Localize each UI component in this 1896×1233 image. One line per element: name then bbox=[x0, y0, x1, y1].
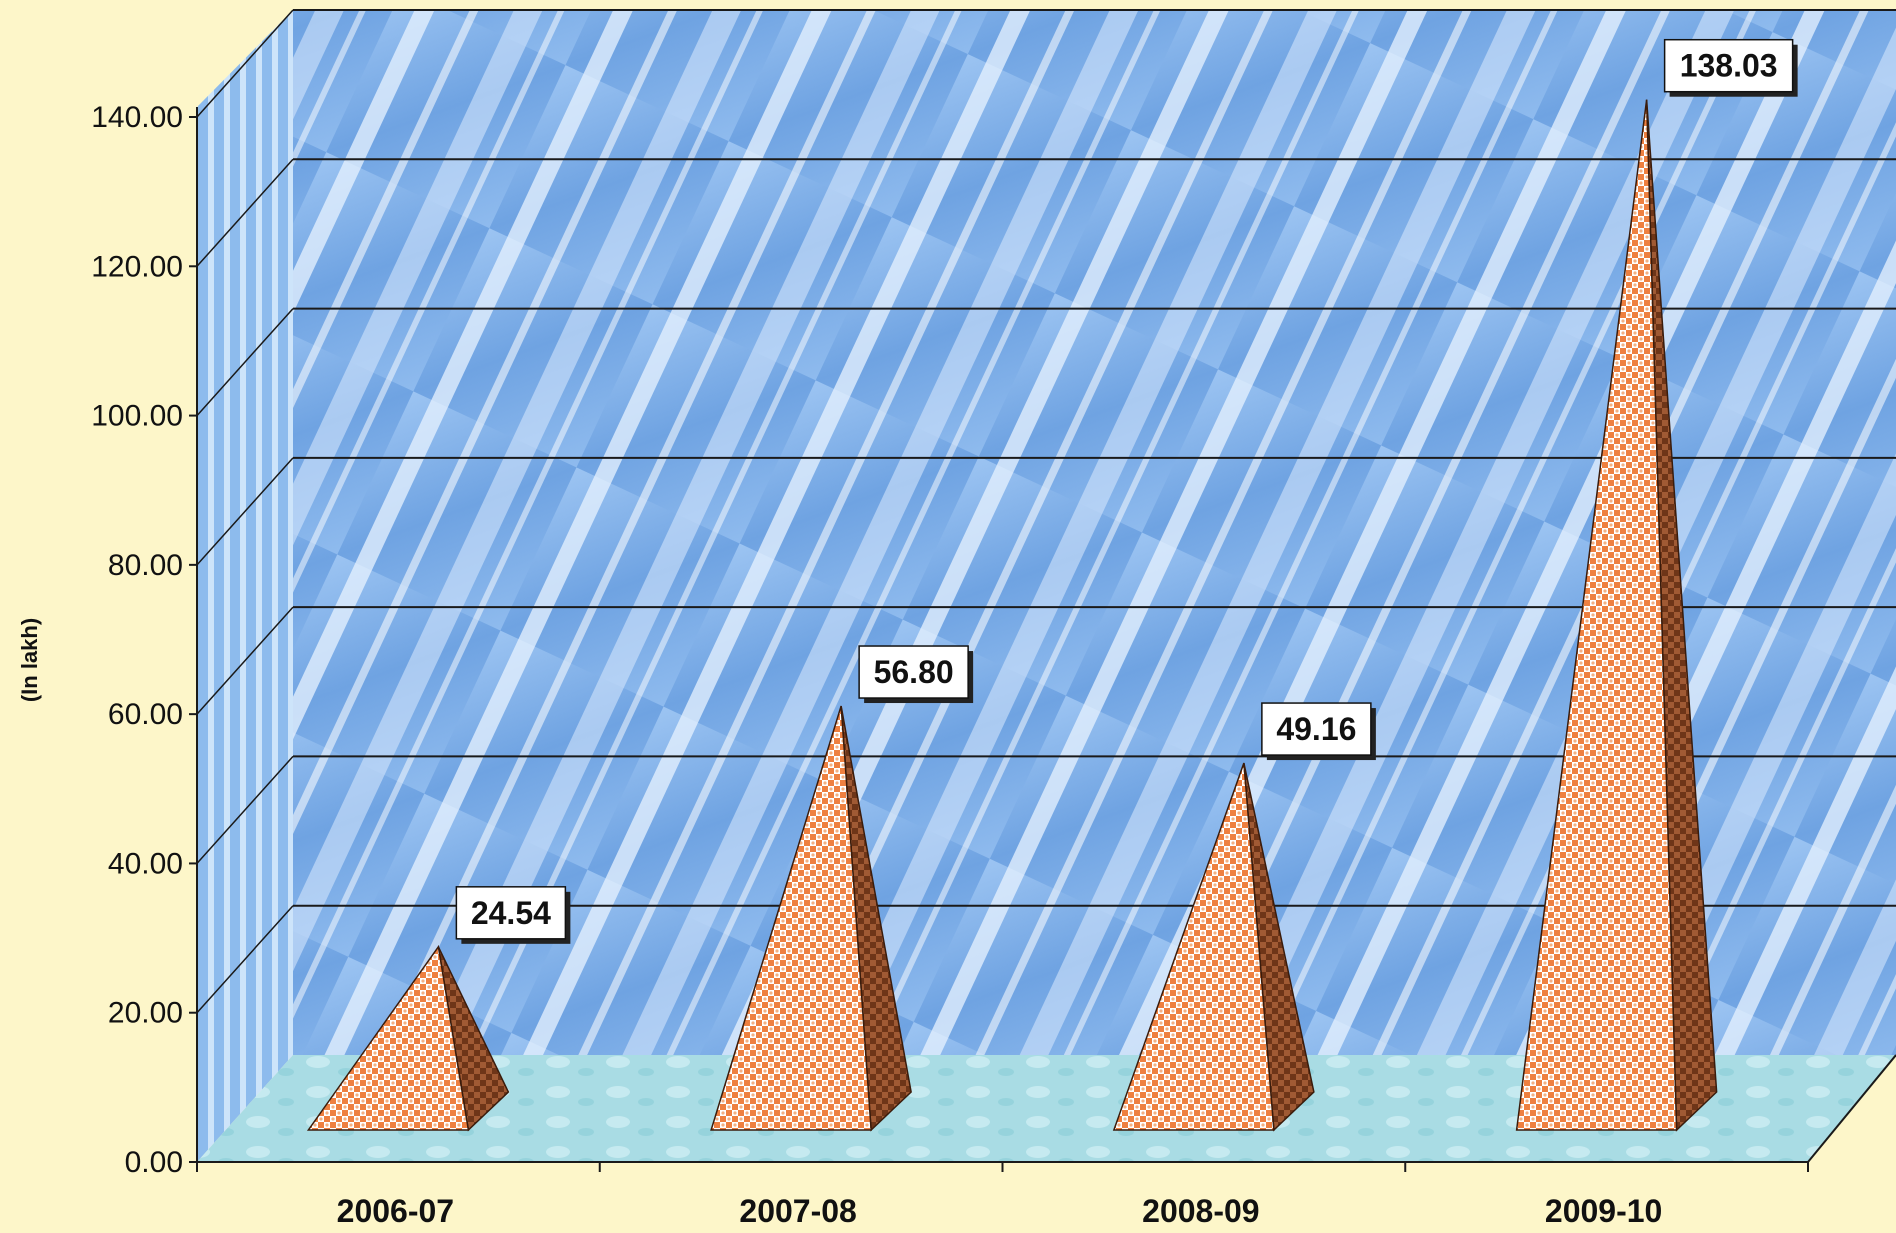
data-label-2007-08: 56.80 bbox=[858, 645, 974, 704]
x-tick-label: 2006-07 bbox=[337, 1193, 454, 1228]
data-label-text: 56.80 bbox=[874, 654, 954, 690]
pyramid-front-face bbox=[710, 705, 872, 1131]
data-label-2006-07: 24.54 bbox=[455, 886, 571, 944]
bar-2008-09 bbox=[1112, 762, 1315, 1132]
x-tick-label: 2009-10 bbox=[1545, 1193, 1662, 1228]
gridline-side bbox=[196, 9, 294, 118]
gridline-side bbox=[196, 905, 294, 1014]
x-tick-label: 2007-08 bbox=[739, 1193, 856, 1228]
back-wall bbox=[293, 10, 1896, 1055]
x-tick-label: 2008-09 bbox=[1142, 1193, 1259, 1228]
gridline-side bbox=[196, 158, 294, 267]
floor-front-edge bbox=[1807, 1054, 1896, 1163]
y-axis-title: (In lakh) bbox=[17, 618, 42, 702]
gridline-side bbox=[196, 308, 294, 417]
data-label-box bbox=[1261, 702, 1372, 756]
gridline-side bbox=[196, 457, 294, 566]
data-label-box bbox=[858, 645, 969, 699]
data-labels: 24.54 56.80 49.16 138.03 bbox=[455, 38, 1798, 944]
pyramid-front-face bbox=[1515, 99, 1678, 1131]
y-axis: 0.00 20.00 40.00 60.00 80.00 100.00 120.00 140.… bbox=[91, 101, 198, 1179]
data-label-2008-09: 49.16 bbox=[1261, 702, 1376, 761]
bars bbox=[306, 99, 1718, 1132]
y-tick-label: 80.00 bbox=[108, 549, 183, 582]
data-label-text: 24.54 bbox=[471, 895, 551, 931]
x-axis: 2006-07 2007-08 2008-09 2009-10 bbox=[196, 1161, 1809, 1229]
y-tick-label: 40.00 bbox=[108, 847, 183, 880]
data-label-box bbox=[455, 886, 567, 940]
bar-2006-07 bbox=[306, 944, 510, 1132]
bar-2007-08 bbox=[710, 705, 912, 1132]
data-label-box bbox=[1663, 38, 1794, 93]
gridline-side bbox=[196, 755, 294, 864]
y-tick-label: 0.00 bbox=[125, 1146, 183, 1179]
y-tick-label: 100.00 bbox=[91, 400, 183, 433]
bar-2009-10 bbox=[1515, 99, 1718, 1132]
y-tick-label: 20.00 bbox=[108, 997, 183, 1030]
y-tick-label: 140.00 bbox=[91, 101, 183, 134]
floor bbox=[197, 1055, 1896, 1162]
side-wall bbox=[197, 10, 293, 1162]
pyramid-front-face bbox=[1112, 762, 1275, 1131]
gridline-side bbox=[196, 606, 294, 715]
y-tick-label: 60.00 bbox=[108, 698, 183, 731]
y-tick-label: 120.00 bbox=[91, 250, 183, 283]
data-label-text: 138.03 bbox=[1680, 48, 1778, 84]
pyramid-front-face bbox=[306, 944, 470, 1131]
data-label-2009-10: 138.03 bbox=[1663, 38, 1798, 97]
data-label-text: 49.16 bbox=[1276, 711, 1356, 747]
